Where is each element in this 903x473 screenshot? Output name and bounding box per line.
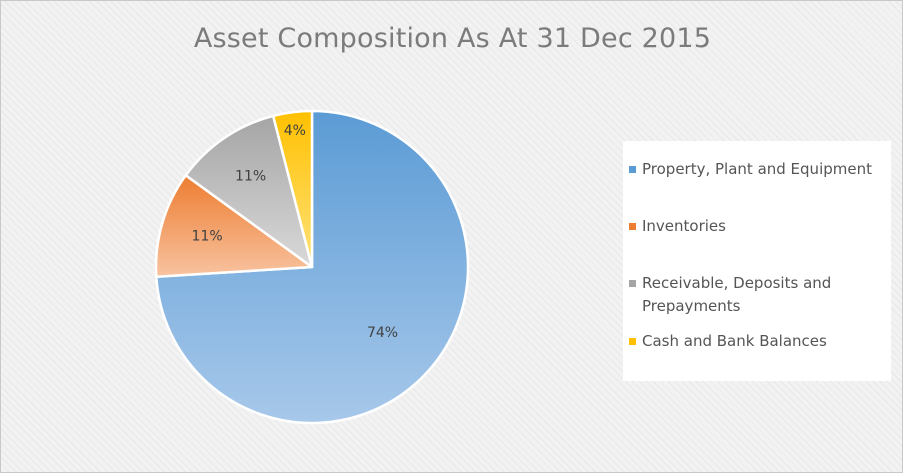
data-label-receivables: 11% [235, 169, 266, 185]
data-label-cash-bank: 4% [284, 123, 306, 139]
legend-label-receivables: Receivable, Deposits and Prepayments [642, 274, 832, 315]
legend-item-cash-bank: Cash and Bank Balances [629, 330, 887, 353]
data-label-inventories: 11% [192, 229, 223, 245]
legend-swatch-property-plant-equipment [629, 166, 636, 173]
legend-item-property-plant-equipment: Property, Plant and Equipment [629, 158, 887, 181]
legend: Property, Plant and Equipment Inventorie… [623, 141, 891, 381]
legend-label-inventories: Inventories [642, 217, 726, 235]
legend-swatch-cash-bank [629, 338, 636, 345]
chart-title: Asset Composition As At 31 Dec 2015 [193, 23, 712, 54]
legend-item-inventories: Inventories [629, 215, 887, 238]
pie-slice-receivables [184, 114, 314, 269]
pie-slice-inventories [154, 174, 314, 279]
pie-slice-cash-bank [271, 109, 314, 269]
legend-label-property-plant-equipment: Property, Plant and Equipment [642, 160, 872, 178]
legend-item-receivables: Receivable, Deposits and Prepayments [629, 272, 887, 318]
data-label-property-plant-equipment: 74% [367, 325, 398, 341]
legend-swatch-receivables [629, 280, 636, 287]
legend-label-cash-bank: Cash and Bank Balances [642, 332, 827, 350]
legend-swatch-inventories [629, 223, 636, 230]
